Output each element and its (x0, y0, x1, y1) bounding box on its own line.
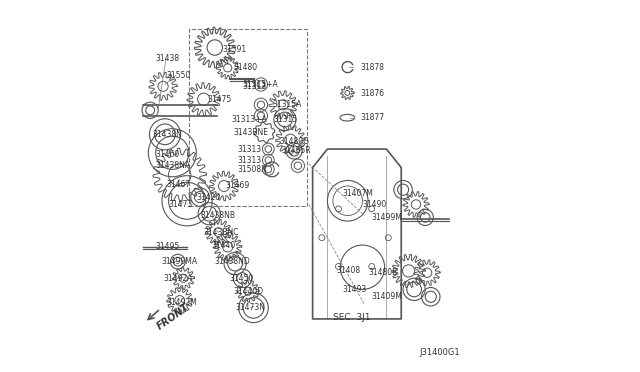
Text: 31313+A: 31313+A (232, 115, 267, 124)
Text: 31591: 31591 (222, 45, 246, 54)
Text: 31438: 31438 (156, 54, 180, 63)
Text: 3143BNE: 3143BNE (233, 128, 268, 137)
Text: 31460: 31460 (156, 150, 180, 159)
Text: 31499M: 31499M (372, 213, 403, 222)
Text: 31438ND: 31438ND (215, 257, 250, 266)
Text: 31440D: 31440D (233, 287, 263, 296)
Text: 31408: 31408 (337, 266, 361, 275)
Text: 31409M: 31409M (372, 292, 403, 301)
Text: 31473: 31473 (168, 200, 193, 209)
Text: 31420: 31420 (196, 193, 220, 202)
Text: 31475: 31475 (207, 95, 232, 104)
Text: 31440: 31440 (211, 241, 236, 250)
Text: FRONT: FRONT (156, 302, 192, 332)
Text: SEC. 3J1: SEC. 3J1 (333, 312, 371, 321)
Text: 31450: 31450 (230, 274, 254, 283)
Text: 31315A: 31315A (272, 100, 301, 109)
Text: 31495: 31495 (156, 243, 180, 251)
Text: 31508X: 31508X (237, 165, 266, 174)
Text: J31400G1: J31400G1 (420, 348, 460, 357)
Text: 31499MA: 31499MA (161, 257, 197, 266)
Text: 31876: 31876 (360, 89, 385, 98)
Text: 3143BNC: 3143BNC (204, 228, 239, 237)
Text: 31313: 31313 (237, 155, 261, 165)
Text: 31438N: 31438N (152, 130, 182, 139)
Text: 31438NB: 31438NB (200, 211, 235, 220)
Text: 31315: 31315 (274, 115, 298, 124)
Text: 31467: 31467 (167, 180, 191, 189)
Text: 31313: 31313 (243, 82, 267, 91)
Text: 31313+A: 31313+A (243, 80, 278, 89)
Text: 31313: 31313 (237, 145, 261, 154)
Text: 31877: 31877 (360, 113, 385, 122)
Text: 31878: 31878 (360, 63, 385, 72)
Text: 31480B: 31480B (368, 268, 397, 277)
Bar (189, 29, 307, 206)
Text: 31493: 31493 (342, 285, 367, 294)
Text: 31550: 31550 (167, 71, 191, 80)
Text: 31473N: 31473N (235, 303, 265, 312)
Text: 31438NA: 31438NA (156, 161, 191, 170)
Text: 31492A: 31492A (163, 274, 193, 283)
Text: 31480G: 31480G (280, 137, 309, 146)
Text: 31435R: 31435R (281, 147, 311, 155)
Text: 31407M: 31407M (342, 189, 373, 198)
Text: 31469: 31469 (226, 182, 250, 190)
Text: 31492M: 31492M (167, 298, 198, 307)
Text: 31480: 31480 (233, 63, 257, 72)
Text: 31490: 31490 (362, 200, 387, 209)
